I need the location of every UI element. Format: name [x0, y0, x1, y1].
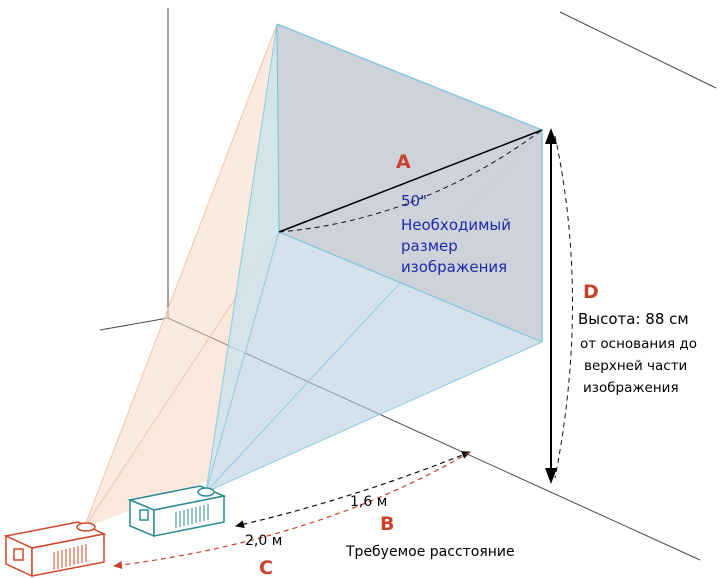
near-projector [127, 485, 227, 538]
distance-arrows [113, 451, 471, 569]
height-caption-line-2: верхней части [584, 358, 687, 374]
label-a: A [396, 151, 411, 173]
label-d: D [583, 281, 599, 303]
height-caption-line-3: изображения [583, 380, 679, 396]
far-projector [3, 521, 107, 578]
label-c: C [259, 557, 273, 578]
height-title: Высота: 88 см [578, 310, 689, 328]
diagonal-size: 50" [401, 192, 427, 210]
projected-screen [276, 23, 543, 343]
distance-near: 1,6 м [350, 494, 387, 510]
far-projector-beam [83, 23, 280, 529]
diagonal-caption-line-1: Необходимый [401, 216, 511, 234]
label-b: B [380, 513, 394, 535]
diagonal-caption-line-3: изображения [401, 258, 507, 276]
diagonal-measure [278, 129, 543, 233]
diagonal-caption-line-2: размер [401, 237, 458, 255]
distance-caption: Требуемое расстояние [345, 544, 515, 560]
distance-far: 2,0 м [245, 533, 282, 549]
height-caption-line-1: от основания до [580, 336, 697, 352]
height-arrow [545, 128, 573, 484]
